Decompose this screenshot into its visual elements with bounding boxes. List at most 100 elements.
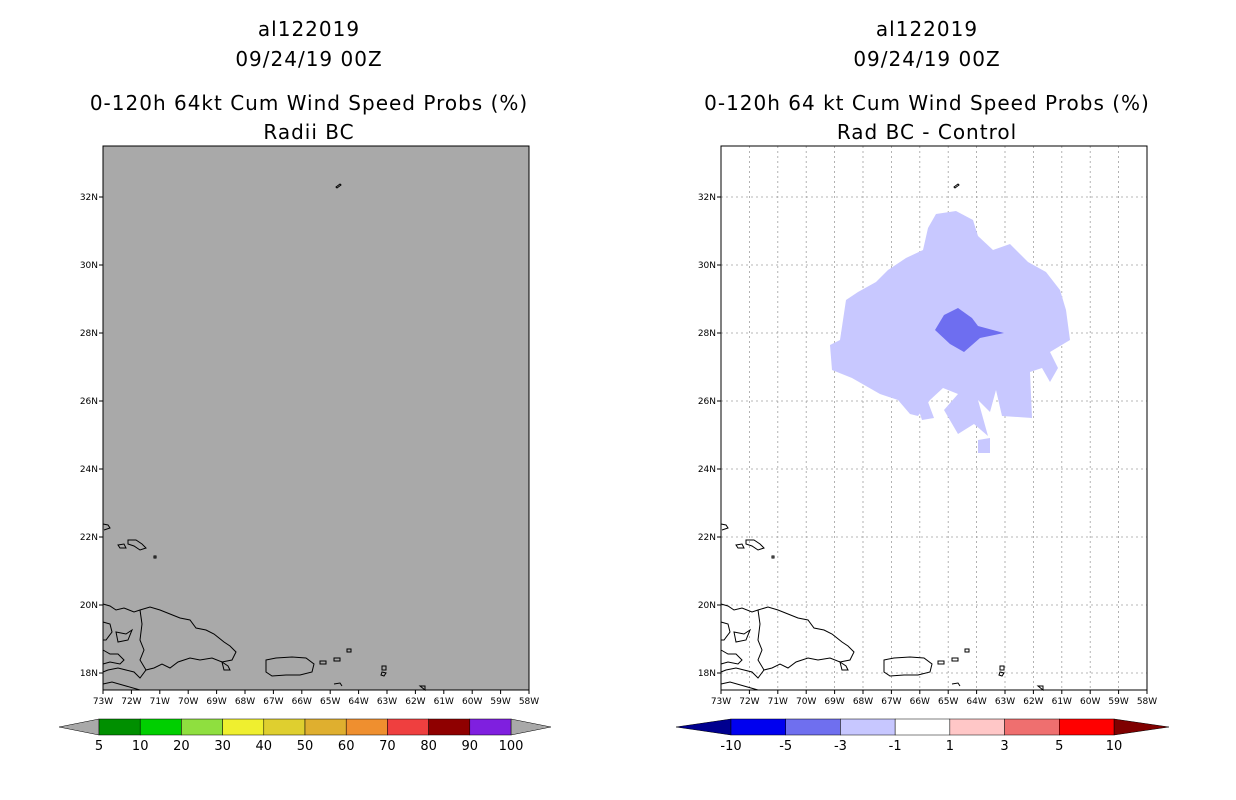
lon-tick-label: 70W: [796, 697, 816, 707]
lat-tick-label: 26N: [80, 397, 98, 407]
colorbar-swatch: [469, 718, 512, 736]
colorbar-swatch: [840, 718, 896, 736]
coastlines: [720, 183, 1044, 692]
lon-tick-label: 70W: [178, 697, 198, 707]
lon-tick-label: 66W: [910, 697, 930, 707]
colorbar-under-arrow: [675, 718, 732, 736]
subtitle: Rad BC - Control: [836, 120, 1018, 144]
lon-tick-label: 67W: [263, 697, 283, 707]
colorbar-label: 60: [338, 739, 355, 754]
storm-id-title: al122019: [875, 17, 979, 41]
colorbar-under-arrow: [58, 718, 100, 736]
coastline-path: [839, 660, 849, 671]
lon-tick-label: 61W: [434, 697, 454, 707]
coastline-path: [953, 183, 960, 189]
coastline-path: [335, 183, 342, 189]
colorbar-label: 10: [132, 739, 149, 754]
difference-contours: [830, 211, 1070, 453]
coastline-path: [999, 665, 1005, 671]
lon-tick-label: 72W: [739, 697, 759, 707]
left-colorbar: 5 10 20 30 40 50 60 70 80 90 100: [58, 718, 552, 754]
lon-tick-label: 62W: [1023, 697, 1043, 707]
lon-tick-label: 59W: [490, 697, 510, 707]
contour-minus3-patch-south: [978, 438, 990, 453]
lon-tick-label: 59W: [1108, 697, 1128, 707]
lon-tick-label: 71W: [768, 697, 788, 707]
coastline-path: [102, 603, 237, 679]
colorbar-over-arrow: [1113, 718, 1170, 736]
lon-tick-label: 67W: [881, 697, 901, 707]
coastline-path: [127, 539, 147, 551]
colorbar-label: 70: [379, 739, 396, 754]
lat-tick-label: 18N: [80, 669, 98, 679]
product-title: 0-120h 64kt Cum Wind Speed Probs (%): [89, 91, 529, 115]
lat-tick-label: 20N: [698, 601, 716, 611]
map-frame: [102, 145, 530, 691]
coastline-path: [951, 682, 961, 687]
colorbar-swatch: [263, 718, 306, 736]
lon-tick-label: 62W: [405, 697, 425, 707]
coastline-path: [951, 657, 959, 662]
colorbar-swatch: [181, 718, 223, 736]
colorbar-label: 3: [1000, 739, 1008, 754]
coastline-path: [381, 665, 387, 671]
coastline-path: [1036, 685, 1044, 692]
axis-ticks: 73W 72W 71W 70W 69W 68W 67W 66W 65W 64W 63W 62W 61W 6…: [80, 193, 539, 707]
gridlines: [721, 146, 1147, 690]
colorbar-label: 10: [1106, 739, 1123, 754]
lon-tick-label: 64W: [966, 697, 986, 707]
lat-tick-label: 22N: [698, 533, 716, 543]
lon-tick-label: 71W: [150, 697, 170, 707]
coastline-path: [720, 681, 759, 691]
colorbar-swatch: [345, 718, 388, 736]
coastline-path: [771, 555, 775, 559]
lon-tick-label: 65W: [938, 697, 958, 707]
coastline-path: [115, 628, 134, 643]
coastline-path: [720, 649, 743, 665]
colorbar-swatch: [98, 718, 141, 736]
colorbar-label: 1: [946, 739, 954, 754]
coastlines: [102, 183, 426, 692]
coastline-path: [745, 539, 765, 551]
coastline-path: [964, 648, 970, 653]
coastline-path: [346, 648, 352, 653]
colorbar-swatch: [1059, 718, 1115, 736]
lon-tick-label: 63W: [377, 697, 397, 707]
colorbar-label: -1: [889, 739, 902, 754]
colorbar-label: -10: [720, 739, 741, 754]
left-map: 73W 72W 71W 70W 69W 68W 67W 66W 65W 64W 63W 62W 61W 6…: [80, 145, 539, 707]
lon-tick-label: 73W: [711, 697, 731, 707]
colorbar-swatch: [730, 718, 786, 736]
right-map: 73W 72W 71W 70W 69W 68W 67W 66W 65W 64W 63W 62W 61W 6…: [698, 145, 1157, 707]
contour-minus5-to-minus3: [935, 308, 1004, 352]
colorbar-swatch: [139, 718, 182, 736]
lat-tick-label: 30N: [698, 261, 716, 271]
lon-tick-label: 58W: [519, 697, 539, 707]
colorbar-label: 50: [297, 739, 314, 754]
lon-tick-label: 63W: [995, 697, 1015, 707]
coastline-path: [319, 660, 327, 665]
coastline-path: [333, 682, 343, 687]
colorbar-label: -3: [834, 739, 847, 754]
coastline-path: [418, 685, 426, 692]
lat-tick-label: 22N: [80, 533, 98, 543]
lat-tick-label: 32N: [698, 193, 716, 203]
coastline-path: [380, 671, 387, 677]
lat-tick-label: 28N: [80, 329, 98, 339]
lon-tick-label: 60W: [1080, 697, 1100, 707]
lon-tick-label: 58W: [1137, 697, 1157, 707]
colorbar-swatch: [304, 718, 347, 736]
colorbar-swatch: [785, 718, 841, 736]
datetime-title: 09/24/19 00Z: [235, 47, 383, 71]
lon-tick-label: 72W: [121, 697, 141, 707]
subtitle: Radii BC: [263, 120, 355, 144]
datetime-title: 09/24/19 00Z: [853, 47, 1001, 71]
colorbar-label: 30: [214, 739, 231, 754]
colorbar-over-arrow: [510, 718, 552, 736]
coastline-path: [883, 656, 933, 677]
probability-fill: [103, 146, 529, 690]
colorbar-label: 5: [1055, 739, 1063, 754]
coastline-path: [102, 649, 125, 665]
coastline-path: [757, 609, 765, 671]
left-panel: al122019 09/24/19 00Z 0-120h 64kt Cum Wi…: [58, 17, 552, 754]
